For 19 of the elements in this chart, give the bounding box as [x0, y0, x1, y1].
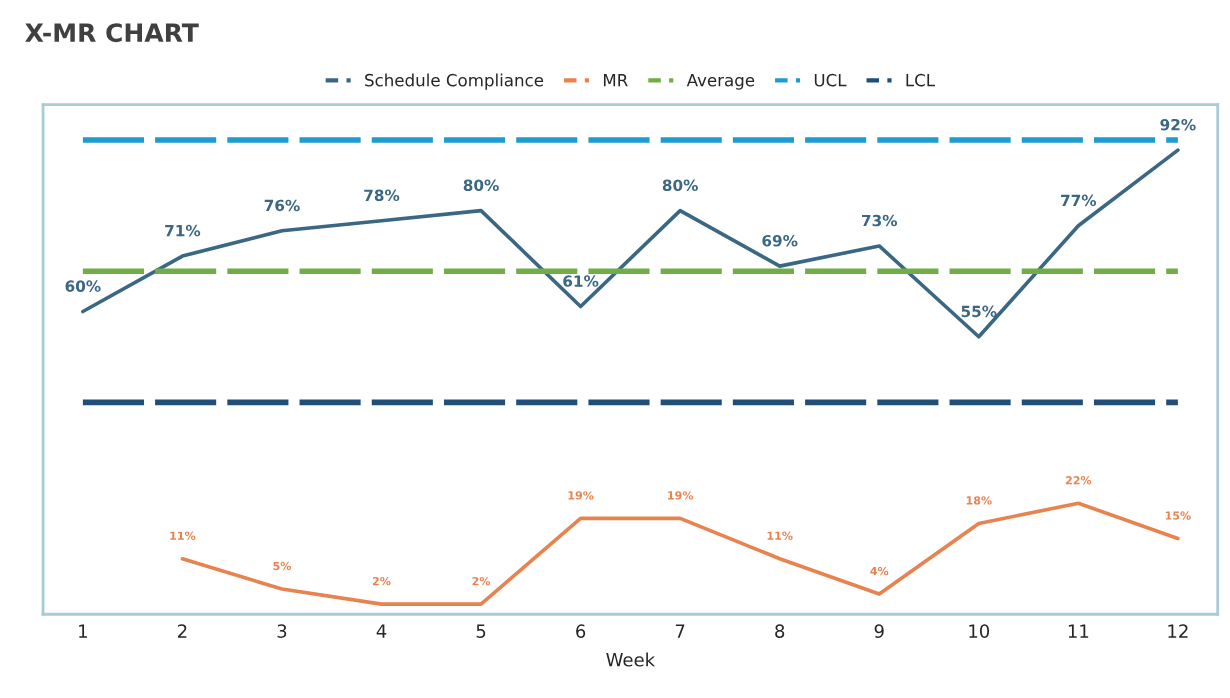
x-tick-label: 12	[1168, 624, 1188, 638]
x-tick-label: 9	[874, 624, 884, 638]
x-tick-label: 5	[476, 624, 486, 638]
x-tick-label: 1	[79, 624, 87, 638]
x-tick-label: 11	[1068, 624, 1089, 638]
chart-title: X-MR CHART	[25, 23, 199, 43]
legend-label: MR	[603, 74, 628, 87]
legend-label: Schedule Compliance	[365, 73, 544, 90]
x-tick-label: 4	[376, 624, 387, 638]
legend-label: Average	[686, 74, 755, 90]
x-tick-label: 2	[177, 624, 187, 638]
x-tick-label: 8	[775, 624, 785, 638]
legend-label: UCL	[814, 73, 847, 87]
x-tick-label: 7	[675, 624, 685, 638]
x-tick-label: 6	[576, 624, 586, 638]
x-tick-label: 10	[969, 624, 990, 638]
x-tick-label: 3	[277, 624, 287, 638]
x-axis-title: Week	[606, 652, 656, 667]
legend-label: LCL	[906, 73, 935, 87]
